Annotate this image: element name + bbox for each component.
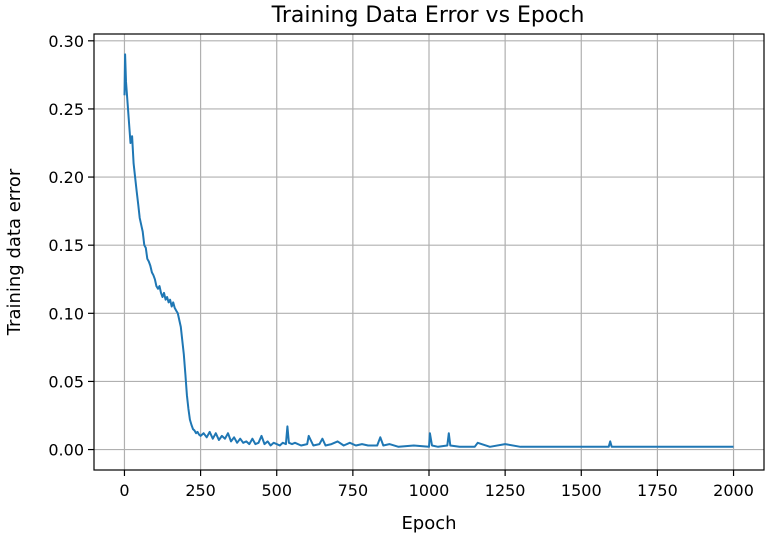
grid-lines (94, 34, 764, 470)
y-tick-label: 0.10 (48, 304, 84, 323)
chart-title: Training Data Error vs Epoch (271, 3, 585, 28)
x-tick-label: 1500 (561, 481, 602, 500)
x-tick-label: 2000 (713, 481, 754, 500)
y-tick-label: 0.30 (48, 32, 84, 51)
x-tick-label: 500 (261, 481, 292, 500)
x-axis-label: Epoch (401, 513, 456, 534)
x-tick-label: 0 (119, 481, 129, 500)
x-tick-label: 750 (338, 481, 369, 500)
x-tick-label: 250 (185, 481, 216, 500)
y-tick-label: 0.15 (48, 236, 84, 255)
y-tick-label: 0.00 (48, 441, 84, 460)
series-line (123, 53, 734, 448)
x-tick-label: 1750 (637, 481, 678, 500)
x-tick-label: 1250 (485, 481, 526, 500)
y-tick-label: 0.25 (48, 100, 84, 119)
axis-ticks: 0 250 500 750 1000 1250 1500 1750 2000 0.00 0.05 0.… (48, 32, 754, 500)
series-layer (123, 53, 734, 448)
y-tick-label: 0.20 (48, 168, 84, 187)
x-tick-label: 1000 (409, 481, 450, 500)
y-tick-label: 0.05 (48, 372, 84, 391)
y-axis-label: Training data error (4, 168, 25, 336)
